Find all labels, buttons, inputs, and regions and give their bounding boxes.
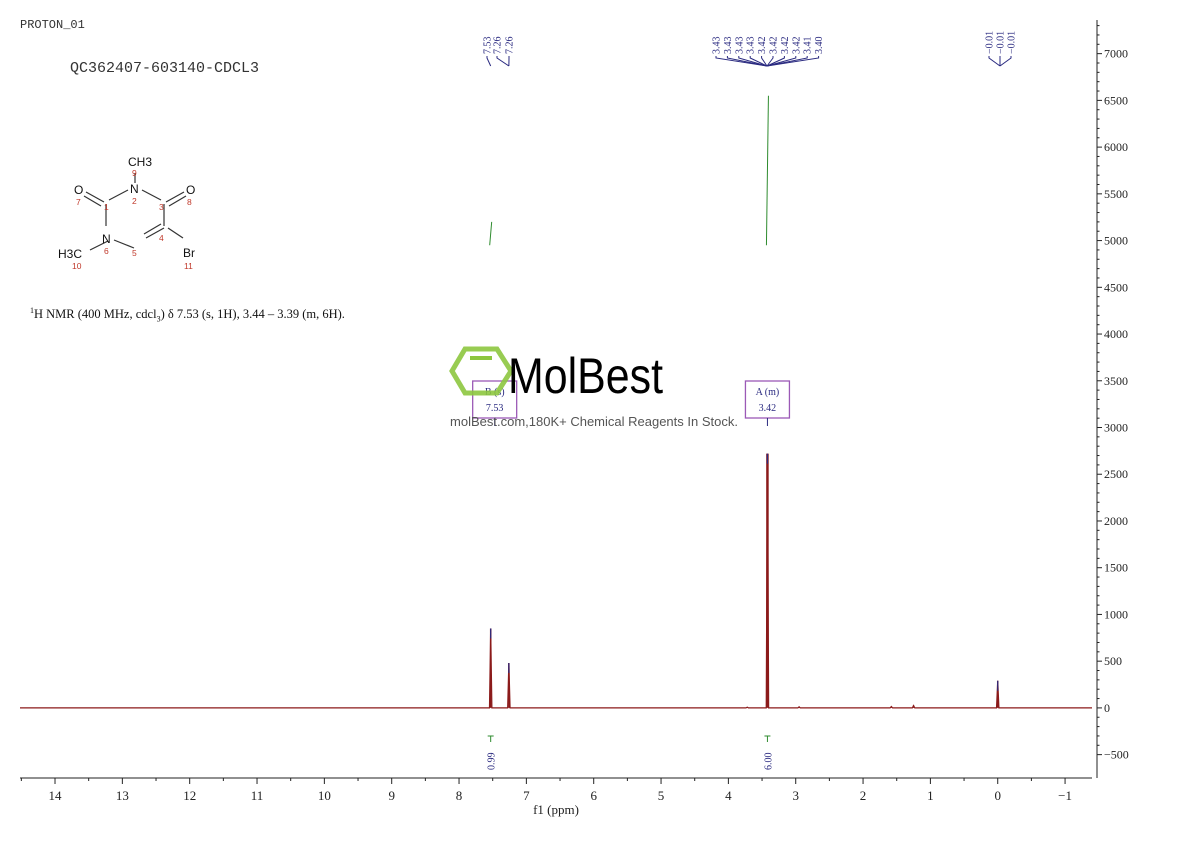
peak-label: 7.26 [505, 37, 516, 55]
peak-label-connector [766, 56, 774, 67]
integral-curve [489, 221, 493, 246]
peak-label: 3.43 [746, 37, 757, 55]
watermark-brand: MolBest [508, 348, 663, 404]
x-tick-label: 8 [456, 788, 463, 803]
integral-value: 0.99 [487, 753, 498, 771]
peak-label-connector [766, 56, 808, 67]
y-tick-label: 5000 [1104, 234, 1128, 248]
peak-label: 3.42 [769, 37, 780, 55]
y-tick-label: 4500 [1104, 280, 1128, 294]
x-tick-label: 9 [388, 788, 395, 803]
peak-label-connector [749, 56, 768, 67]
y-tick-label: 7000 [1104, 47, 1128, 61]
x-tick-label: 12 [183, 788, 196, 803]
desc-sub: 3 [156, 314, 161, 324]
x-tick-label: 5 [658, 788, 665, 803]
x-tick-label: 2 [860, 788, 867, 803]
y-tick-label: 1000 [1104, 607, 1128, 621]
peak-label: −0.01 [996, 31, 1007, 54]
y-tick-label: 4000 [1104, 327, 1128, 341]
peak-label-connector [738, 56, 768, 67]
peak-label-connector [999, 56, 1012, 67]
x-tick-label: 6 [590, 788, 597, 803]
multiplet-shift: 7.53 [486, 403, 504, 414]
peak-label-connector [761, 56, 768, 67]
multiplet-box [472, 380, 518, 419]
y-tick-label: −500 [1104, 748, 1129, 762]
x-tick-label: 14 [49, 788, 63, 803]
x-tick-label: 7 [523, 788, 530, 803]
y-tick-label: 6000 [1104, 140, 1128, 154]
y-tick-label: 3000 [1104, 421, 1128, 435]
x-tick-label: 13 [116, 788, 129, 803]
experiment-name: PROTON_01 [20, 18, 85, 32]
multiplet-box [744, 380, 791, 419]
peak-label: 3.43 [723, 37, 734, 55]
desc-part2: ) δ 7.53 (s, 1H), 3.44 – 3.39 (m, 6H). [160, 307, 345, 322]
peak-label: 7.26 [493, 37, 504, 55]
y-tick-label: 5500 [1104, 187, 1128, 201]
sample-id: QC362407-603140-CDCL3 [70, 60, 260, 77]
peak-label: 3.42 [780, 37, 791, 55]
x-axis-title: f1 (ppm) [533, 802, 579, 817]
peak-label: 3.40 [814, 37, 825, 55]
x-tick-label: 4 [725, 788, 732, 803]
x-tick-label: 1 [927, 788, 934, 803]
x-tick-label: 0 [994, 788, 1001, 803]
peak-label: 3.43 [712, 37, 723, 55]
nmr-description: 1H NMR (400 MHz, cdcl3) δ 7.53 (s, 1H), … [30, 306, 345, 324]
y-tick-label: 1500 [1104, 561, 1128, 575]
desc-sup: 1 [30, 306, 34, 315]
peak-label: −0.01 [985, 31, 996, 54]
peak-label-connector [486, 56, 492, 67]
peak-label-connector [496, 56, 510, 67]
y-tick-label: 500 [1104, 654, 1122, 668]
x-tick-label: −1 [1058, 788, 1072, 803]
y-tick-label: 2000 [1104, 514, 1128, 528]
peak-label: 3.43 [734, 37, 745, 55]
peak-label: 3.41 [803, 37, 814, 55]
peak-label: 3.42 [757, 37, 768, 55]
y-tick-label: 2500 [1104, 467, 1128, 481]
peak-label-connector [766, 56, 820, 67]
peak-label-connector [766, 56, 797, 67]
desc-part1: H NMR (400 MHz, cdcl [34, 307, 157, 322]
y-tick-label: 0 [1104, 701, 1110, 715]
spectrum-line [20, 453, 1092, 709]
x-tick-label: 11 [251, 788, 264, 803]
multiplet-shift: 3.42 [759, 403, 777, 414]
y-tick-label: 3500 [1104, 374, 1128, 388]
x-tick-label: 10 [318, 788, 331, 803]
peak-label: 7.53 [483, 37, 494, 55]
molbest-logo-icon [449, 346, 514, 396]
peak-label-connector [766, 56, 785, 67]
multiplet-label: A (m) [756, 387, 780, 398]
peak-label: 3.42 [791, 37, 802, 55]
watermark-tagline: molBest.com,180K+ Chemical Reagents In S… [450, 414, 738, 429]
peak-label: −0.01 [1007, 31, 1018, 54]
x-tick-label: 3 [792, 788, 799, 803]
integral-value: 6.00 [763, 753, 774, 771]
peak-label-connector [726, 56, 768, 67]
y-tick-label: 6500 [1104, 93, 1128, 107]
integral-curve [765, 95, 769, 246]
peak-label-connector [988, 56, 1001, 67]
peak-label-connector [715, 56, 768, 67]
